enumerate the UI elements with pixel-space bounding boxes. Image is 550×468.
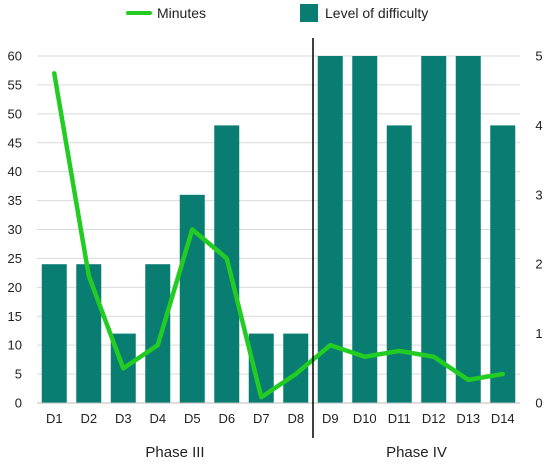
bar-d5 [179, 194, 205, 403]
bar-d13 [455, 56, 481, 403]
bar-d2 [76, 264, 102, 403]
y-left-tick-label: 30 [8, 222, 22, 237]
y-right-tick-label: 0 [535, 396, 542, 411]
phases: Phase III Phase IV [145, 38, 447, 461]
y-left-tick-label: 40 [8, 164, 22, 179]
bar-d14 [490, 125, 516, 404]
y-left-tick-label: 50 [8, 106, 22, 121]
bar-d1 [41, 264, 67, 403]
x-axis: D1 D2 D3 D4 D5 D6 D7 D8 D9 D10 D11 D12 D13 D14 [37, 402, 520, 426]
x-tick-label: D4 [149, 411, 166, 426]
bar-d12 [421, 56, 447, 403]
x-tick-label: D10 [353, 411, 377, 426]
y-left-tick-label: 20 [8, 280, 22, 295]
legend: Minutes Level of difficulty [126, 4, 428, 22]
x-tick-label: D6 [218, 411, 235, 426]
x-tick-label: D13 [456, 411, 480, 426]
y-left-tick-label: 0 [15, 396, 22, 411]
x-tick-label: D11 [388, 411, 411, 426]
phase-label: Phase IV [386, 444, 447, 461]
grid [37, 55, 520, 404]
line-layer [52, 71, 505, 400]
bar-d4 [145, 264, 171, 403]
x-tick-label: D9 [322, 411, 339, 426]
y-left-tick-label: 10 [8, 338, 22, 353]
x-tick-label: D7 [253, 411, 270, 426]
x-tick-label: D12 [422, 411, 446, 426]
bar-d11 [386, 125, 412, 404]
y-left-tick-label: 25 [8, 251, 22, 266]
x-tick-label: D14 [491, 411, 515, 426]
x-tick-label: D2 [80, 411, 97, 426]
y-right-tick-label: 1 [535, 326, 542, 341]
right-axis: 0 1 2 3 4 5 [535, 49, 542, 411]
legend-label-minutes: Minutes [157, 5, 206, 21]
y-left-tick-label: 60 [8, 49, 22, 64]
x-tick-label: D5 [184, 411, 201, 426]
bar-d10 [352, 56, 378, 403]
y-left-tick-label: 55 [8, 77, 22, 92]
legend-label-difficulty: Level of difficulty [325, 5, 428, 21]
y-right-tick-label: 5 [535, 49, 542, 64]
y-right-tick-label: 2 [535, 257, 542, 272]
y-left-tick-label: 15 [8, 309, 22, 324]
y-left-tick-label: 35 [8, 193, 22, 208]
x-tick-label: D1 [46, 411, 63, 426]
legend-swatch-difficulty [300, 4, 318, 22]
left-axis: 0 5 10 15 20 25 30 35 40 45 50 55 60 [8, 49, 22, 411]
y-right-tick-label: 3 [535, 187, 542, 202]
minutes-line [52, 71, 505, 400]
y-left-tick-label: 5 [15, 367, 22, 382]
x-tick-label: D8 [287, 411, 304, 426]
phase-label: Phase III [145, 444, 204, 461]
x-tick-label: D3 [115, 411, 132, 426]
y-right-tick-label: 4 [535, 118, 542, 133]
y-left-tick-label: 45 [8, 135, 22, 150]
